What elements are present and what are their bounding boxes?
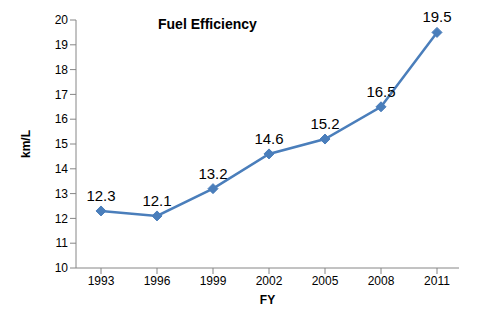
svg-text:14: 14 [55, 162, 69, 176]
svg-text:FY: FY [260, 293, 275, 307]
svg-text:1993: 1993 [88, 274, 115, 288]
svg-text:16: 16 [55, 112, 69, 126]
svg-text:20: 20 [55, 13, 69, 27]
svg-text:18: 18 [55, 63, 69, 77]
svg-text:2008: 2008 [368, 274, 395, 288]
svg-text:15.2: 15.2 [310, 115, 339, 132]
svg-text:1999: 1999 [200, 274, 227, 288]
html-text:Fuel Efficiency: Fuel Efficiency [158, 16, 257, 32]
svg-text:15: 15 [55, 137, 69, 151]
svg-text:1996: 1996 [144, 274, 171, 288]
svg-text:17: 17 [55, 88, 69, 102]
svg-text:11: 11 [56, 236, 69, 250]
svg-text:2002: 2002 [256, 274, 283, 288]
svg-text:14.6: 14.6 [254, 130, 283, 147]
svg-text:19.5: 19.5 [422, 8, 451, 25]
svg-text:10: 10 [55, 261, 69, 275]
svg-text:13: 13 [55, 187, 69, 201]
svg-text:16.5: 16.5 [366, 83, 395, 100]
svg-text:2011: 2011 [424, 274, 450, 288]
svg-text:2005: 2005 [312, 274, 339, 288]
svg-text:12.1: 12.1 [142, 192, 171, 209]
svg-text:km/L: km/L [19, 130, 33, 158]
svg-text:19: 19 [55, 38, 69, 52]
svg-text:13.2: 13.2 [198, 165, 227, 182]
svg-text:12.3: 12.3 [86, 187, 115, 204]
svg-text:12: 12 [55, 212, 69, 226]
